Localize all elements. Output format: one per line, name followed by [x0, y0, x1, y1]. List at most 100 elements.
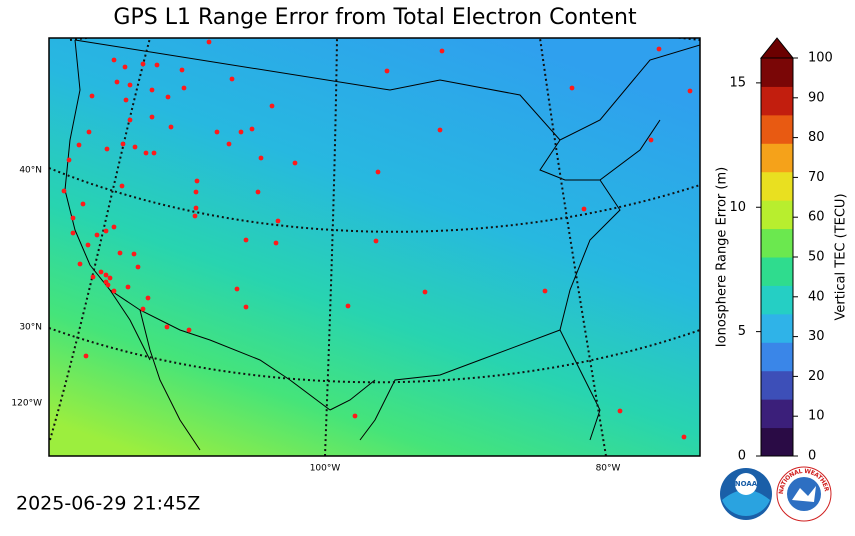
- colorbar-extension: [759, 37, 795, 59]
- station: [114, 79, 120, 85]
- station: [131, 251, 137, 257]
- tec-tick-label: 10: [808, 409, 825, 424]
- station: [111, 57, 117, 63]
- colorbar-segment: [761, 370, 793, 400]
- station: [179, 67, 185, 73]
- station: [275, 218, 281, 224]
- lat-label: 40°N: [19, 166, 42, 176]
- station: [165, 94, 171, 100]
- lat-label: 30°N: [19, 323, 42, 333]
- station: [145, 295, 151, 301]
- lon-label: 100°W: [310, 464, 341, 474]
- station: [181, 85, 187, 91]
- coastline: [64, 39, 700, 451]
- colorbar-segment: [761, 342, 793, 372]
- station: [107, 275, 113, 281]
- title: GPS L1 Range Error from Total Electron C…: [113, 5, 637, 30]
- timestamp: 2025-06-29 21:45Z: [16, 493, 200, 515]
- station: [83, 353, 89, 359]
- station: [269, 103, 275, 109]
- station: [86, 129, 92, 135]
- station: [123, 97, 129, 103]
- tec-tick-label: 50: [808, 250, 825, 265]
- station: [127, 117, 133, 123]
- station: [193, 205, 199, 211]
- colorbar-segment: [761, 228, 793, 258]
- colorbar: 0 10 20 30 40 50 60 70 80 90 100 0 5 10 15: [729, 37, 833, 464]
- range-tick-label: 15: [729, 75, 746, 90]
- station: [214, 129, 220, 135]
- tec-tick-label: 70: [808, 170, 825, 185]
- station: [103, 272, 109, 278]
- station: [226, 141, 232, 147]
- colorbar-segment: [761, 313, 793, 343]
- station: [292, 160, 298, 166]
- station: [70, 215, 76, 221]
- colorbar-segment: [761, 285, 793, 315]
- station: [439, 48, 445, 54]
- station: [80, 201, 86, 207]
- station: [617, 408, 623, 414]
- station: [437, 127, 443, 133]
- tec-tick-label: 90: [808, 90, 825, 105]
- station: [345, 303, 351, 309]
- colorbar-segment: [761, 114, 793, 144]
- range-tick-label: 5: [738, 324, 746, 339]
- station: [76, 142, 82, 148]
- graticule: [49, 38, 700, 456]
- noaa-logo: NOAA: [720, 468, 772, 520]
- noaa-text: NOAA: [735, 480, 758, 488]
- tec-tick-label: 80: [808, 130, 825, 145]
- station: [255, 189, 261, 195]
- colorbar-segment: [761, 143, 793, 173]
- station: [164, 324, 170, 330]
- station: [105, 282, 111, 288]
- station: [104, 146, 110, 152]
- station: [70, 230, 76, 236]
- station: [111, 288, 117, 294]
- station: [234, 286, 240, 292]
- station: [422, 289, 428, 295]
- station: [186, 327, 192, 333]
- station: [249, 126, 255, 132]
- colorbar-segment: [761, 86, 793, 116]
- tec-tick-label: 0: [808, 449, 816, 464]
- station: [111, 224, 117, 230]
- colorbar-segment: [761, 200, 793, 230]
- station: [122, 64, 128, 70]
- station: [132, 144, 138, 150]
- colorbar-segment: [761, 257, 793, 286]
- station: [61, 188, 67, 194]
- station: [119, 183, 125, 189]
- station: [151, 150, 157, 156]
- tec-tick-label: 40: [808, 289, 825, 304]
- station: [238, 129, 244, 135]
- tec-tick-label: 100: [808, 51, 833, 66]
- station: [273, 240, 279, 246]
- station: [193, 189, 199, 195]
- station: [243, 237, 249, 243]
- station: [98, 269, 104, 275]
- station: [127, 82, 133, 88]
- station: [85, 242, 91, 248]
- station: [569, 85, 575, 91]
- left-axis-label: Ionosphere Range Error (m): [715, 167, 730, 347]
- station: [243, 304, 249, 310]
- map-frame: [48, 37, 701, 457]
- station: [542, 288, 548, 294]
- station: [194, 178, 200, 184]
- station: [135, 264, 141, 270]
- colorbar-segment: [761, 171, 793, 201]
- station: [66, 157, 72, 163]
- station: [687, 88, 693, 94]
- station: [229, 76, 235, 82]
- tec-field: [49, 38, 700, 456]
- station: [206, 39, 212, 45]
- station: [373, 238, 379, 244]
- station: [149, 114, 155, 120]
- station: [125, 284, 131, 290]
- colorbar-segment: [761, 58, 793, 87]
- lon-label: 120°W: [11, 399, 42, 409]
- lon-label: 80°W: [596, 464, 621, 474]
- station: [168, 124, 174, 130]
